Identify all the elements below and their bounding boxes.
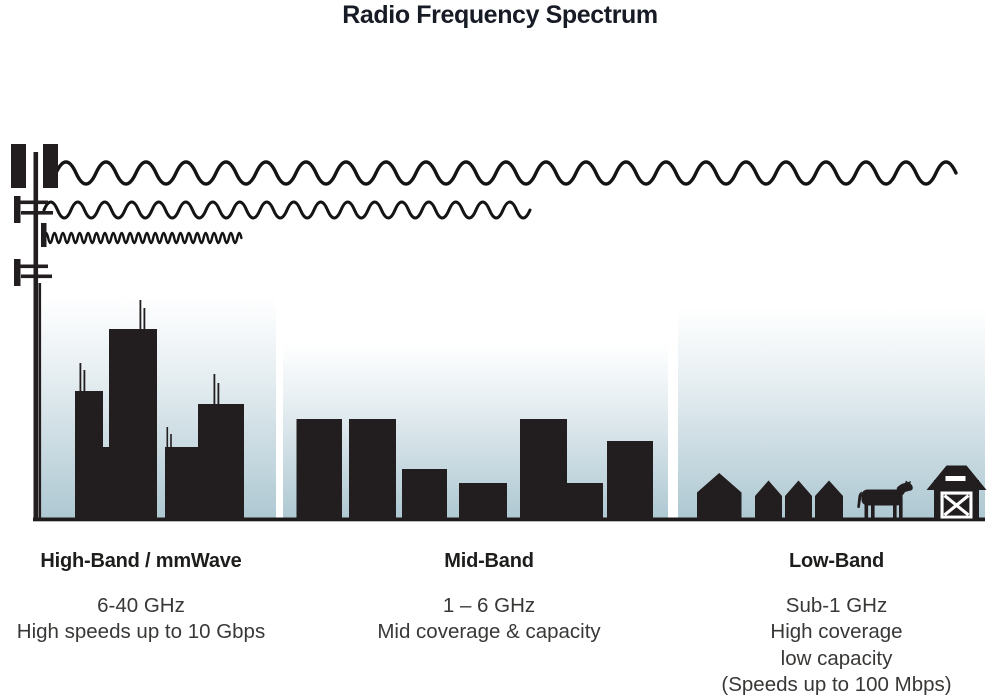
ground-line [33,517,985,522]
band-desc-line: 1 – 6 GHz [442,594,536,617]
band-desc-line: low capacity [780,646,893,670]
band-desc-line: Sub-1 GHz [785,594,888,617]
band-desc-highband: 6-40 GHz High speeds up to 10 Gbps [0,593,282,646]
page-title: Radio Frequency Spectrum [342,1,658,29]
houses-icon [697,473,843,520]
band-desc-line: (Speeds up to 100 Mbps) [721,673,952,697]
band-name-midband: Mid-Band [444,550,534,572]
city-skyline-icon [75,300,244,520]
barn-hayloft-vent [945,476,966,481]
long-wavelength-icon [54,160,958,186]
radio-waves [42,160,958,245]
medium-wavelength-icon [42,200,532,220]
band-desc-lowband: Sub-1 GHz High coverage low capacity (Sp… [695,593,978,699]
cow-icon [857,480,913,520]
band-desc-line: High speeds up to 10 Gbps [16,620,266,644]
band-label-lowband: Low-Band Sub-1 GHz High coverage low cap… [695,551,978,699]
cell-tower-icon [11,144,58,520]
midrise-buildings-icon [296,419,653,520]
band-desc-line: High coverage [770,620,903,644]
band-desc-midband: 1 – 6 GHz Mid coverage & capacity [348,593,630,646]
barn-icon [926,465,987,520]
band-desc-line: Mid coverage & capacity [377,620,601,644]
band-desc-line: 6-40 GHz [97,594,185,617]
band-label-highband: High-Band / mmWave 6-40 GHz High speeds … [0,551,282,646]
band-name-lowband: Low-Band [788,550,885,572]
short-wavelength-icon [42,231,243,245]
band-name-highband: High-Band / mmWave [40,550,242,572]
band-label-midband: Mid-Band 1 – 6 GHz Mid coverage & capaci… [348,551,630,646]
